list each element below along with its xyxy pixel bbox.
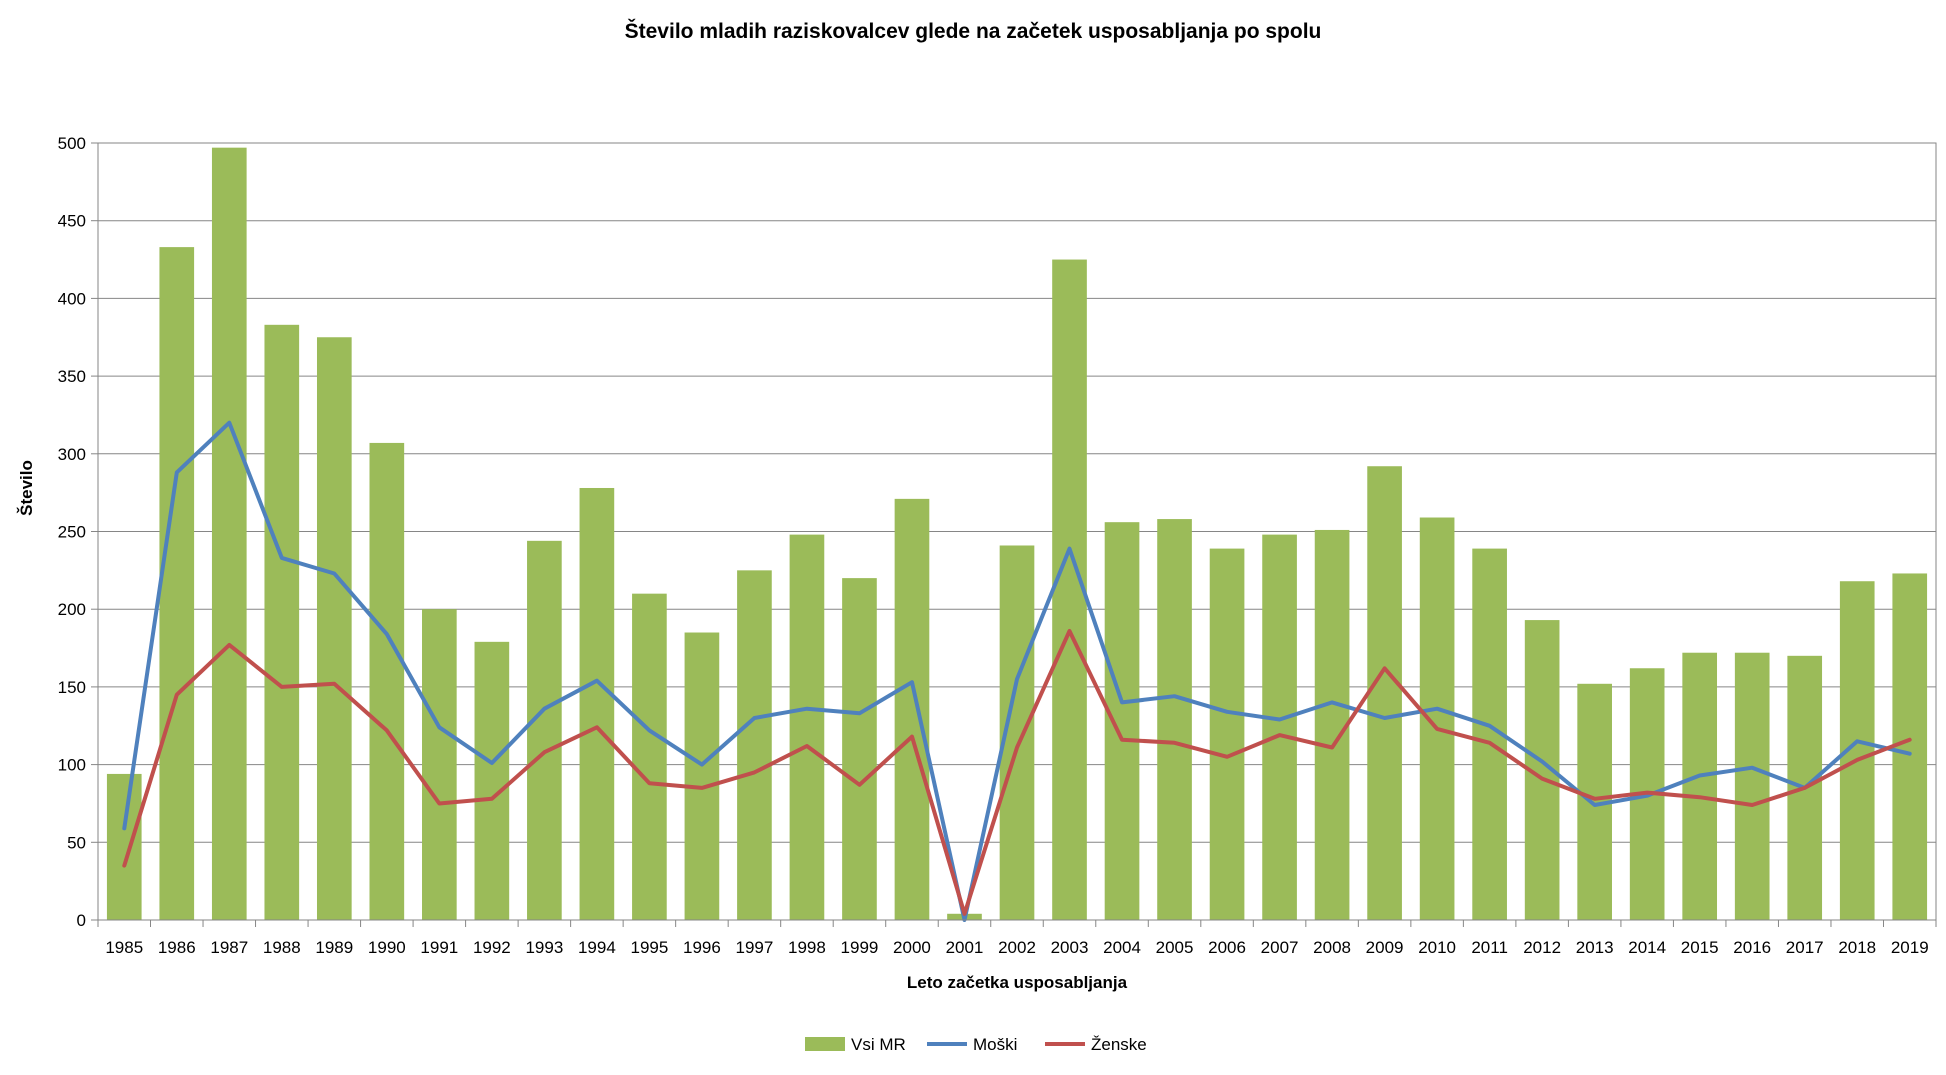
bar-1998 — [789, 534, 825, 920]
legend-label--enske: Ženske — [1091, 1035, 1147, 1054]
x-tick-label: 2004 — [1103, 938, 1141, 957]
bar-2015 — [1682, 652, 1718, 920]
bar-1993 — [527, 540, 562, 920]
bar-series — [106, 147, 1928, 921]
y-tick-label: 450 — [58, 212, 86, 231]
x-tick-label: 1995 — [630, 938, 668, 957]
x-tick-label: 2009 — [1366, 938, 1404, 957]
bar-2004 — [1104, 522, 1140, 920]
x-tick-label: 2010 — [1418, 938, 1456, 957]
bar-1985 — [106, 773, 142, 920]
x-tick-label: 2000 — [893, 938, 931, 957]
bar-1995 — [632, 593, 667, 920]
bar-1999 — [842, 578, 877, 920]
x-tick-label: 2007 — [1261, 938, 1299, 957]
legend-swatch-vsi-mr — [805, 1037, 845, 1051]
x-tick-label: 2012 — [1523, 938, 1561, 957]
bar-1992 — [474, 641, 510, 920]
x-tick-label: 2008 — [1313, 938, 1351, 957]
x-tick-label: 2016 — [1733, 938, 1771, 957]
x-tick-label: 1988 — [263, 938, 301, 957]
bar-2007 — [1262, 534, 1297, 920]
bar-2003 — [1052, 259, 1087, 920]
x-tick-label: 2017 — [1786, 938, 1824, 957]
plot-frame — [97, 142, 1937, 921]
x-tick-label: 1992 — [473, 938, 511, 957]
x-tick-label: 2006 — [1208, 938, 1246, 957]
bar-1987 — [211, 147, 247, 921]
x-tick-label: 1986 — [158, 938, 196, 957]
x-tick-label: 2003 — [1051, 938, 1089, 957]
x-tick-label: 1989 — [315, 938, 353, 957]
y-tick-label: 400 — [58, 289, 86, 308]
x-axis-title: Leto začetka usposabljanja — [907, 973, 1128, 992]
x-tick-label: 1999 — [841, 938, 879, 957]
x-tick-label: 1997 — [736, 938, 774, 957]
bar-1996 — [684, 632, 720, 920]
bar-2016 — [1734, 652, 1770, 920]
bar-1997 — [737, 570, 772, 920]
x-tick-label: 2011 — [1471, 938, 1508, 957]
x-tick-label: 2005 — [1156, 938, 1194, 957]
x-tick-label: 2014 — [1628, 938, 1666, 957]
bar-2010 — [1419, 517, 1455, 920]
x-tick-label: 1996 — [683, 938, 721, 957]
x-tick-label: 2013 — [1576, 938, 1614, 957]
x-tick-label: 2001 — [946, 938, 984, 957]
y-tick-label: 150 — [58, 678, 86, 697]
bar-1991 — [422, 609, 457, 920]
axes — [91, 142, 1937, 927]
x-tick-label: 1990 — [368, 938, 406, 957]
bar-2019 — [1892, 573, 1928, 920]
bar-2008 — [1314, 529, 1350, 920]
bar-1988 — [264, 324, 300, 920]
y-tick-label: 500 — [58, 134, 86, 153]
x-tick-label: 1994 — [578, 938, 616, 957]
x-tick-label: 1998 — [788, 938, 826, 957]
y-tick-labels: 0 50 100 150 200 250 300 350 400 450 500 — [58, 134, 86, 930]
x-tick-label: 2019 — [1891, 938, 1929, 957]
x-tick-label: 1985 — [105, 938, 143, 957]
bar-1990 — [369, 442, 405, 920]
legend: Vsi MR Moški Ženske — [805, 1035, 1147, 1054]
bar-2000 — [894, 498, 930, 920]
x-tick-label: 1991 — [420, 938, 458, 957]
x-tick-label: 1993 — [525, 938, 563, 957]
bar-1989 — [316, 337, 352, 920]
y-tick-label: 300 — [58, 445, 86, 464]
y-tick-label: 350 — [58, 367, 86, 386]
bar-2006 — [1209, 548, 1245, 920]
y-axis-title: Število — [17, 460, 36, 516]
line-series — [122, 420, 1912, 922]
bar-2009 — [1367, 466, 1402, 920]
line--enske — [122, 629, 1912, 916]
line-mo-ki — [122, 420, 1912, 922]
legend-label-mo-ki: Moški — [973, 1035, 1017, 1054]
x-tick-label: 2018 — [1838, 938, 1876, 957]
x-tick-label: 2015 — [1681, 938, 1719, 957]
y-tick-label: 0 — [77, 911, 86, 930]
x-tick-label: 1987 — [210, 938, 248, 957]
x-tick-labels: 1985 1986 1987 1988 1989 1990 1991 1992 1993 1994… — [105, 938, 1928, 957]
y-tick-label: 250 — [58, 523, 86, 542]
bar-1994 — [579, 487, 615, 920]
y-tick-label: 50 — [67, 833, 86, 852]
x-tick-label: 2002 — [998, 938, 1036, 957]
y-tick-label: 100 — [58, 756, 86, 775]
chart-title: Število mladih raziskovalcev glede na za… — [624, 20, 1322, 43]
bar-1986 — [159, 247, 195, 921]
y-tick-label: 200 — [58, 600, 86, 619]
bar-2005 — [1157, 519, 1192, 920]
legend-label-vsi-mr: Vsi MR — [851, 1035, 906, 1054]
